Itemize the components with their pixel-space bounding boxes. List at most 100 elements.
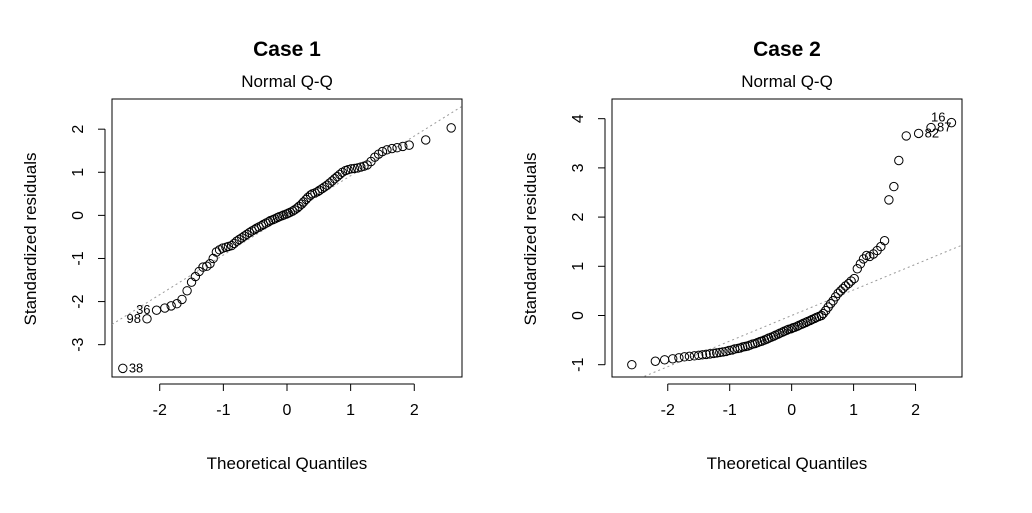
case-2-data-point: [926, 122, 936, 133]
case-2-data-point: [694, 350, 704, 361]
case-1-data-point: [398, 141, 408, 152]
case-1-data-point: [285, 207, 295, 218]
case-1-data-point: [182, 286, 192, 296]
case-2-data-point: [711, 348, 722, 358]
case-2-data-point: [697, 350, 708, 360]
case-2-data-point: [852, 264, 863, 274]
case-2-x-tick-label: -1: [723, 402, 737, 419]
case-1-data-point: [330, 174, 340, 184]
case-2-data-point: [833, 288, 843, 299]
case-2-x-axis-title: Theoretical Quantiles: [707, 454, 868, 473]
case-1-data-point: [142, 314, 152, 324]
case-2-data-point: [684, 351, 695, 362]
case-2-data-point: [805, 315, 815, 326]
case-1-data-point: [421, 135, 431, 145]
case-2-subtitle: Normal Q-Q: [741, 72, 833, 91]
case-2-data-point: [889, 181, 899, 192]
case-2-data-point: [801, 317, 811, 328]
case-2-data-point: [708, 348, 719, 359]
case-1-data-point: [177, 294, 187, 305]
case-1-data-point: [446, 123, 456, 133]
case-1-data-point: [314, 185, 325, 196]
case-2-data-point: [849, 273, 859, 284]
case-1-data-point: [277, 211, 287, 221]
case-1-title: Case 1: [253, 38, 321, 61]
case-2-y-axis-title: Standardized residuals: [521, 153, 540, 326]
case-1-data-point: [392, 143, 402, 153]
case-2-data-point: [946, 117, 957, 128]
case-1-data-point: [254, 222, 264, 232]
case-2-data-point: [843, 278, 854, 289]
case-1-data-point: [346, 164, 356, 174]
case-2-y-tick-label: 4: [570, 114, 587, 123]
case-1-panel: Case 1 Normal Q-Q Theoretical Quantiles …: [21, 38, 463, 473]
case-2-data-point: [773, 329, 783, 339]
case-1-point-label: 98: [127, 311, 141, 326]
case-1-y-tick-label: 0: [70, 211, 87, 220]
case-2-data-point: [884, 195, 894, 205]
case-1-data-point: [387, 143, 397, 154]
case-1-x-tick-label: -2: [153, 402, 167, 419]
case-1-data-point: [249, 224, 260, 235]
case-2-data-point: [901, 131, 911, 141]
case-1-data-point: [239, 231, 250, 241]
case-2-y-tick-label: 3: [570, 163, 587, 172]
case-1-point-label: 38: [129, 360, 143, 375]
case-2-data-point: [668, 354, 678, 364]
case-1-data-point: [232, 236, 242, 246]
case-2-data-point: [701, 349, 711, 360]
case-2-data-point: [705, 349, 715, 359]
case-1-data-point: [172, 299, 182, 309]
case-2-data-point: [913, 128, 924, 139]
case-2-point-label: 87: [937, 120, 951, 135]
case-2-data-point: [724, 345, 734, 356]
case-2-data-point: [718, 347, 728, 357]
case-1-data-point: [332, 171, 342, 182]
case-2-point-label: 82: [925, 125, 939, 140]
case-2-plot-frame: [611, 98, 963, 378]
case-2-x-tick-label: 2: [911, 402, 920, 419]
case-2-data-point: [818, 308, 828, 319]
case-2-data-point: [825, 298, 836, 309]
case-1-x-axis-title: Theoretical Quantiles: [207, 454, 368, 473]
case-1-y-tick-label: 2: [70, 125, 87, 134]
case-1-data-point: [166, 301, 176, 311]
case-1-data-point: [327, 176, 337, 186]
case-1-data-point: [317, 183, 327, 194]
case-1-data-point: [160, 303, 170, 313]
case-2-data-point: [659, 355, 670, 365]
case-2-x-tick-label: 1: [849, 402, 858, 419]
case-1-data-point: [151, 305, 162, 315]
case-2-data-point: [846, 276, 856, 286]
case-1-plot-frame: [111, 98, 463, 378]
case-1-data-point: [272, 212, 283, 223]
case-2-data-point: [777, 327, 788, 337]
case-2-data-point: [715, 347, 725, 358]
case-1-data-point: [242, 229, 252, 240]
case-2-point-label: 16: [931, 110, 945, 125]
case-2-data-point: [650, 356, 661, 366]
case-1-data-point: [118, 363, 128, 374]
case-1-subtitle: Normal Q-Q: [241, 72, 333, 91]
case-1-data-point: [237, 233, 247, 243]
case-2-x-tick-label: 0: [787, 402, 796, 419]
case-2-y-tick-label: 0: [570, 311, 587, 320]
case-1-x-tick-label: 1: [346, 402, 355, 419]
case-1-data-point: [247, 226, 257, 236]
case-1-data-point: [251, 223, 262, 234]
case-2-data-point: [838, 283, 848, 294]
case-2-panel: Case 2 Normal Q-Q Theoretical Quantiles …: [521, 38, 963, 473]
case-2-data-point: [796, 319, 807, 330]
case-2-y-tick-label: -1: [570, 357, 587, 371]
case-2-data-point: [855, 259, 866, 269]
case-1-data-point: [205, 258, 215, 269]
case-1-data-point: [377, 146, 388, 157]
case-2-data-point: [858, 254, 869, 264]
case-1-data-point: [202, 261, 212, 271]
case-2-data-point: [781, 325, 792, 335]
case-1-data-point: [382, 145, 392, 155]
case-1-x-tick-label: 0: [283, 402, 292, 419]
